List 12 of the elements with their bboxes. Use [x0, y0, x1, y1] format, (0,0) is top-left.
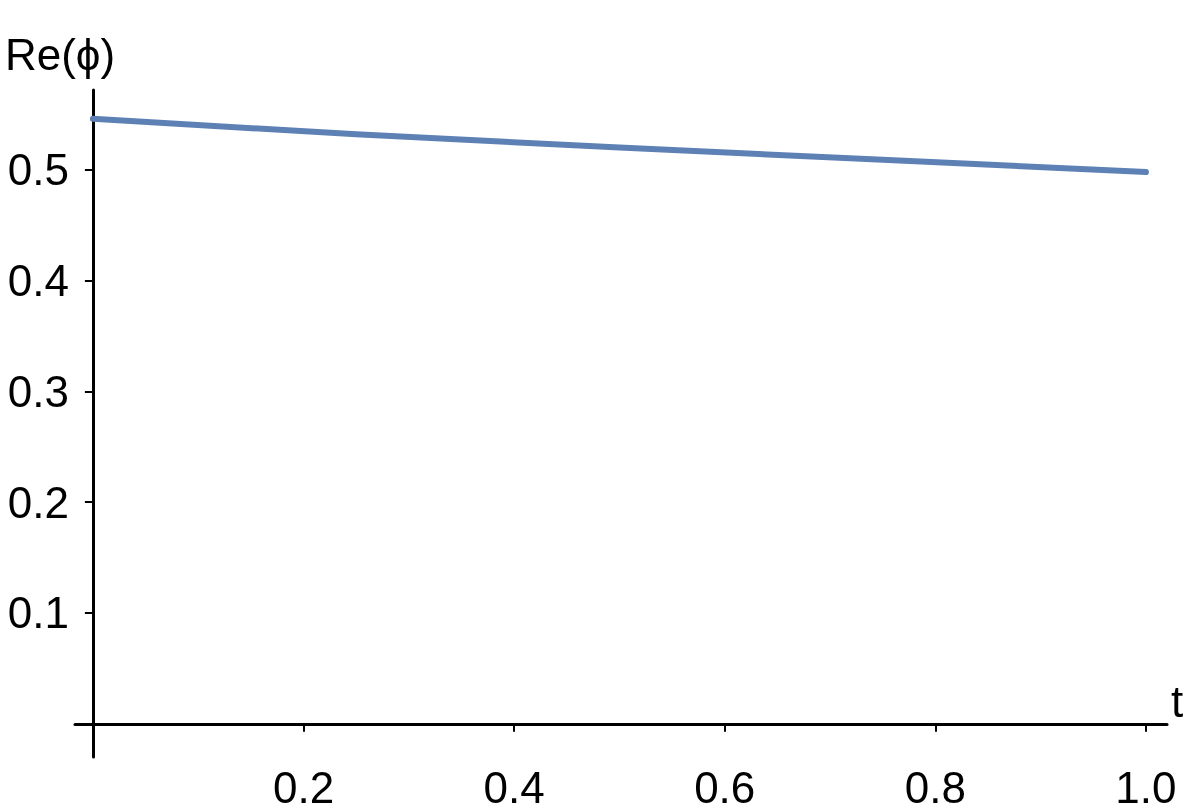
x-tick-label: 0.2: [272, 762, 335, 809]
y-tick-label: 0.3: [7, 366, 69, 416]
x-tick-label: 0.4: [483, 762, 545, 809]
y-axis-title: Re(ϕ): [4, 29, 116, 79]
x-tick-label: 0.8: [904, 762, 966, 809]
y-tick-label: 0.5: [7, 145, 69, 195]
y-tick-label: 0.2: [7, 477, 69, 527]
y-tick-label: 0.4: [7, 256, 69, 306]
x-tick-label: 1.0: [1115, 762, 1177, 809]
y-tick-label: 0.1: [7, 588, 69, 638]
x-tick-label: 0.6: [694, 762, 756, 809]
x-axis-title: t: [1171, 677, 1184, 727]
